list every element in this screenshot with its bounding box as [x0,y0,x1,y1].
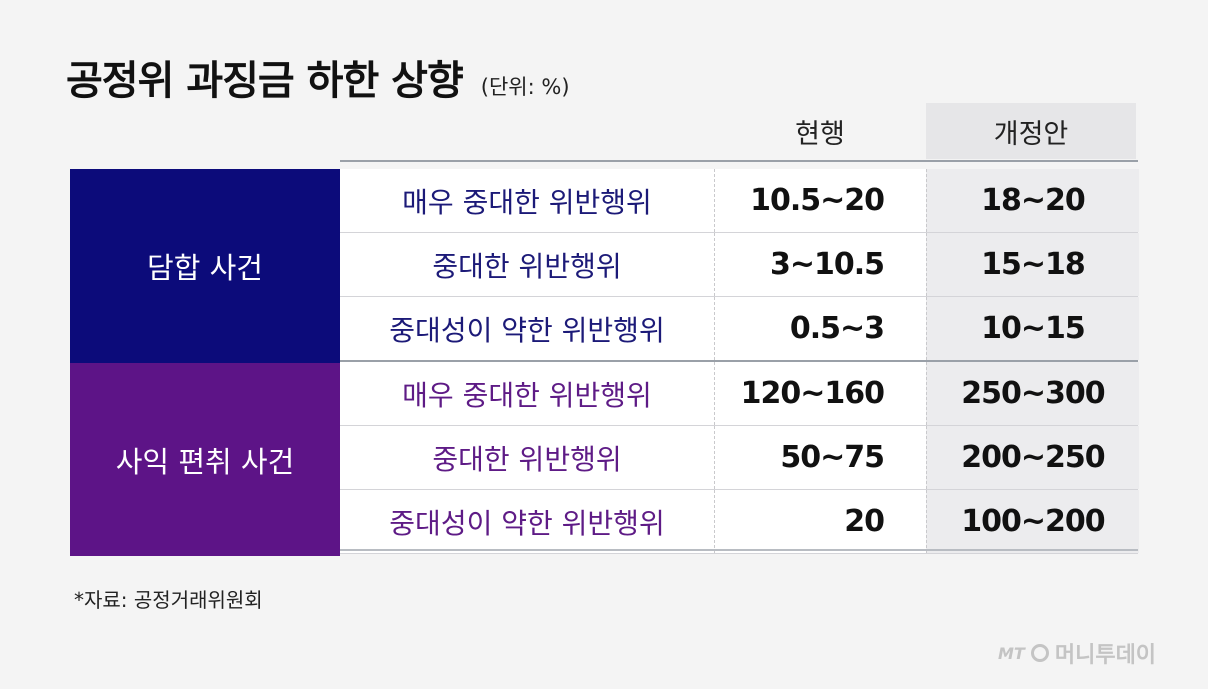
unit-label: (단위: %) [480,75,570,99]
table-bottom-rule [340,549,1138,551]
chart-title: 공정위 과징금 하한 상향 [66,58,464,104]
row-current-value: 3~10.5 [714,233,926,296]
logo-mark: MT [998,643,1025,663]
row-category: 중대한 위반행위 [432,249,622,283]
row-current-value: 10.5~20 [714,169,926,232]
table-row: 중대한 위반행위 3~10.5 15~18 [340,233,1139,297]
row-category: 중대한 위반행위 [432,442,622,476]
row-category: 중대성이 약한 위반행위 [389,313,665,347]
row-proposed-value: 18~20 [926,169,1139,232]
row-proposed-value: 15~18 [926,233,1139,296]
row-current-value: 20 [714,490,926,553]
group-label-collusion: 담합 사건 [70,169,340,363]
row-current-value: 50~75 [714,426,926,489]
title-block: 공정위 과징금 하한 상향 (단위: %) [66,48,570,106]
source-note: *자료: 공정거래위원회 [74,588,263,612]
row-current-value: 120~160 [714,362,926,425]
table-row: 매우 중대한 위반행위 120~160 250~300 [340,362,1139,426]
table-top-rule [340,160,1138,162]
column-header-proposed: 개정안 [926,103,1136,159]
table-row: 매우 중대한 위반행위 10.5~20 18~20 [340,169,1139,233]
row-proposed-value: 10~15 [926,297,1139,360]
row-proposed-value: 200~250 [926,426,1139,489]
row-category: 매우 중대한 위반행위 [402,185,652,219]
publisher-logo: MT 머니투데이 [998,637,1156,669]
table-row: 중대성이 약한 위반행위 20 100~200 [340,490,1139,554]
row-category: 매우 중대한 위반행위 [402,378,652,412]
group-label-self-dealing: 사익 편취 사건 [70,363,340,556]
row-proposed-value: 100~200 [926,490,1139,553]
logo-text: 머니투데이 [1054,643,1157,668]
row-current-value: 0.5~3 [714,297,926,360]
table-row: 중대한 위반행위 50~75 200~250 [340,426,1139,490]
table-row: 중대성이 약한 위반행위 0.5~3 10~15 [340,297,1139,362]
column-header-current: 현행 [795,118,845,150]
logo-ring-icon [1030,644,1049,662]
row-proposed-value: 250~300 [926,362,1139,425]
row-category: 중대성이 약한 위반행위 [389,506,665,540]
